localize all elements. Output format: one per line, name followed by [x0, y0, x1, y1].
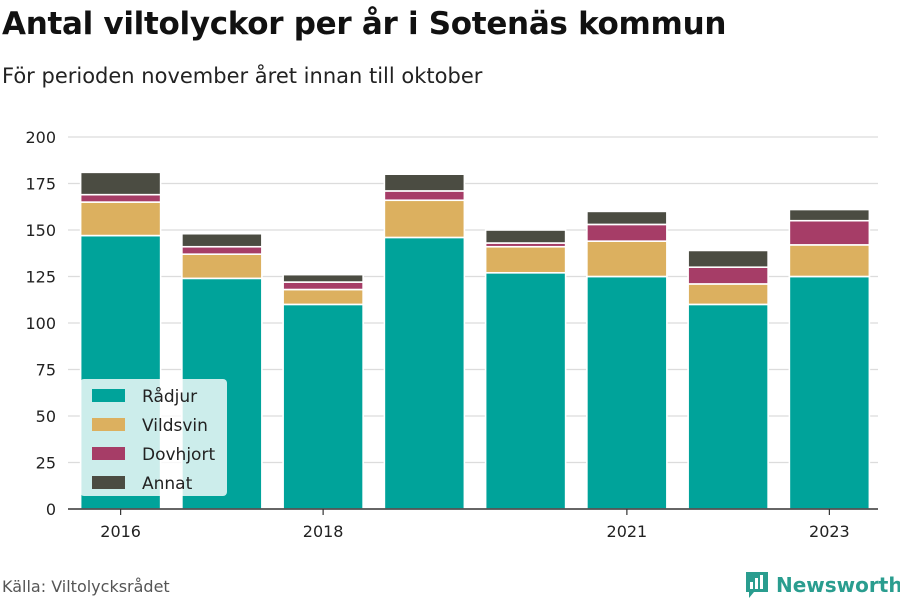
- chart-title: Antal viltolyckor per år i Sotenäs kommu…: [2, 6, 727, 42]
- y-axis: 0 25 50 75 100 125 150 175 200: [25, 128, 56, 519]
- bar-segment: [181, 245, 263, 255]
- bar-segment: [586, 275, 668, 510]
- bar-segment: [282, 273, 364, 283]
- y-tick-label: 75: [36, 361, 56, 380]
- source-note: Källa: Viltolycksrådet: [2, 577, 170, 596]
- bar-segment: [586, 240, 668, 278]
- bar-segment: [282, 281, 364, 291]
- bar-segment: [383, 199, 466, 239]
- y-tick-label: 150: [25, 221, 56, 240]
- bar-segment: [788, 275, 871, 510]
- y-tick-label: 25: [36, 454, 56, 473]
- chart-subtitle: För perioden november året innan till ok…: [2, 64, 483, 88]
- y-tick-label: 200: [25, 128, 56, 147]
- bar-segment: [79, 201, 162, 237]
- legend-swatch: [92, 418, 125, 431]
- newsworthy-logo: Newsworthy: [744, 570, 900, 600]
- y-tick-label: 175: [25, 175, 56, 194]
- legend-label: Rådjur: [142, 386, 197, 407]
- legend-label: Dovhjort: [142, 445, 215, 465]
- bar-segment: [687, 303, 769, 510]
- bar-segment: [282, 303, 364, 510]
- y-tick-label: 100: [25, 314, 56, 333]
- bar-segment: [484, 245, 567, 274]
- legend-background: [80, 379, 227, 496]
- bar-segment: [383, 190, 466, 202]
- y-tick-label: 0: [46, 500, 56, 519]
- bar-segment: [687, 249, 769, 269]
- legend: Rådjur Vildsvin Dovhjort Annat: [80, 379, 227, 496]
- bar-segment: [484, 271, 567, 510]
- y-tick-label: 50: [36, 407, 56, 426]
- x-tick-label: 2021: [607, 522, 648, 541]
- bar-segment: [181, 253, 263, 280]
- legend-swatch: [92, 447, 125, 460]
- bar-segment: [788, 219, 871, 246]
- legend-swatch: [92, 476, 125, 489]
- legend-label: Annat: [142, 474, 193, 494]
- legend-label: Vildsvin: [142, 416, 208, 436]
- x-tick-label: 2023: [809, 522, 850, 541]
- x-axis: 2016 2018 2021 2023: [100, 509, 850, 541]
- bar-segment: [181, 232, 263, 248]
- bar-segment: [788, 208, 871, 222]
- legend-swatch: [92, 389, 125, 402]
- bar-segment: [484, 229, 567, 244]
- bar-segment: [383, 173, 466, 192]
- bar-segment: [79, 171, 162, 196]
- bar-segment: [383, 236, 466, 510]
- bar-segment: [282, 288, 364, 306]
- bar-chart-logo-icon: [746, 572, 768, 598]
- bar-segment: [586, 210, 668, 226]
- bar-segment: [687, 266, 769, 285]
- bar-segment: [79, 193, 162, 203]
- bar-segment: [586, 223, 668, 242]
- x-tick-label: 2016: [100, 522, 141, 541]
- y-tick-label: 125: [25, 268, 56, 287]
- bar-segment: [687, 283, 769, 306]
- bar-segment: [788, 244, 871, 278]
- x-tick-label: 2018: [303, 522, 344, 541]
- brand-name: Newsworthy: [776, 573, 900, 597]
